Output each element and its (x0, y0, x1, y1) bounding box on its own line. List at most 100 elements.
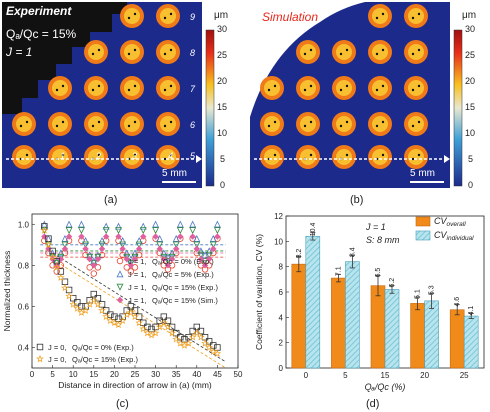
deposit-core (124, 8, 140, 24)
bar (345, 261, 360, 369)
x-tick-label: 35 (172, 370, 181, 379)
cbar-b-tick: 15 (465, 102, 476, 112)
data-point (119, 245, 126, 253)
data-label: 10.4 (310, 223, 317, 237)
data-point (56, 273, 65, 281)
hole-marker (381, 153, 385, 157)
hole-marker (25, 153, 29, 157)
y-tick-label: 10 (274, 237, 283, 246)
hole-marker (309, 120, 313, 124)
legend-label: CVindividual (434, 230, 474, 242)
deposit-core (160, 80, 176, 96)
hole-marker (345, 48, 349, 52)
panel-a-ratio: Qₐ/Qᴄ = 15% (6, 27, 77, 41)
data-point (205, 251, 213, 259)
data-label: 8.4 (349, 247, 356, 257)
data-point (172, 335, 181, 343)
data-point (77, 308, 86, 316)
data-point (65, 233, 73, 240)
data-point (102, 227, 110, 235)
y-axis-label: Normalized thickness (2, 251, 12, 332)
trend-line (52, 252, 226, 363)
data-point (48, 252, 57, 261)
x-tick-label: 5 (50, 370, 55, 379)
deposit-core (372, 80, 388, 96)
data-point (131, 253, 139, 261)
deposit-core (16, 116, 32, 132)
data-point (155, 322, 164, 331)
hole-marker (61, 84, 65, 88)
deposit-core (16, 149, 32, 165)
data-point (127, 262, 135, 269)
deposit-core (264, 116, 280, 132)
y-tick-label: 4 (279, 313, 284, 322)
data-point (44, 240, 53, 249)
x-tick-label: 15 (381, 371, 390, 380)
hole-marker (417, 12, 421, 16)
data-point (94, 300, 102, 308)
deposit-core (264, 149, 280, 165)
hole-marker (91, 88, 95, 92)
data-label: 6.2 (389, 278, 396, 288)
data-point (61, 241, 69, 249)
deposit-core (408, 8, 424, 24)
data-point (172, 234, 180, 242)
hole-marker (345, 120, 349, 124)
data-point (197, 255, 205, 263)
data-point (94, 255, 102, 263)
data-point (197, 247, 205, 255)
legend-j: J = 0, (48, 355, 67, 364)
cbar-a-tick: 25 (217, 50, 228, 60)
deposit-core (88, 80, 104, 96)
data-point (176, 227, 184, 235)
data-point (181, 336, 188, 343)
x-tick-label: 50 (234, 370, 243, 379)
hole-marker (309, 48, 313, 52)
hole-marker (133, 12, 137, 16)
hole-marker (91, 52, 95, 56)
x-tick-label: 40 (192, 370, 201, 379)
data-point (90, 270, 97, 277)
bottom-number-2: 2 (96, 151, 102, 161)
data-point (61, 278, 69, 285)
hole-marker (381, 120, 385, 124)
data-point (164, 253, 172, 261)
legend-j: J = 1, (128, 296, 147, 305)
deposit-core (124, 116, 140, 132)
hole-marker (91, 124, 95, 128)
hole-marker (169, 84, 173, 88)
data-point (77, 220, 85, 228)
legend-marker (116, 296, 124, 304)
data-point (205, 255, 213, 263)
hole-marker (169, 153, 173, 157)
data-point (61, 245, 69, 253)
data-label: 5.1 (415, 289, 422, 299)
panel-b: Simulation 5 mm μm 30 25 20 15 10 5 0 (250, 2, 488, 192)
data-point (127, 260, 135, 267)
y-tick-label: 0 (279, 364, 284, 373)
legend-j: J = 1, (128, 283, 147, 292)
data-point (139, 222, 147, 230)
hole-marker (303, 88, 307, 92)
legend-label: Qₐ/Qᴄ = 15% (Exp.) (72, 355, 138, 364)
hole-marker (133, 153, 137, 157)
data-point (180, 341, 189, 349)
data-point (209, 234, 217, 242)
data-point (168, 249, 176, 257)
panel-a-title: Experiment (6, 4, 72, 18)
hole-marker (127, 124, 131, 128)
data-point (123, 264, 130, 271)
hole-marker (339, 124, 343, 128)
hole-marker (127, 16, 131, 20)
deposit-core (300, 44, 316, 60)
legend-swatch (415, 230, 431, 241)
data-point (201, 258, 209, 265)
cbar-b-tick: 0 (468, 180, 474, 190)
hole-marker (417, 153, 421, 157)
legend-marker (116, 283, 124, 291)
data-point (139, 227, 147, 235)
data-point (159, 318, 168, 327)
deposit-core (52, 116, 68, 132)
panel-a-caption: (a) (104, 194, 118, 206)
data-point (164, 262, 172, 269)
